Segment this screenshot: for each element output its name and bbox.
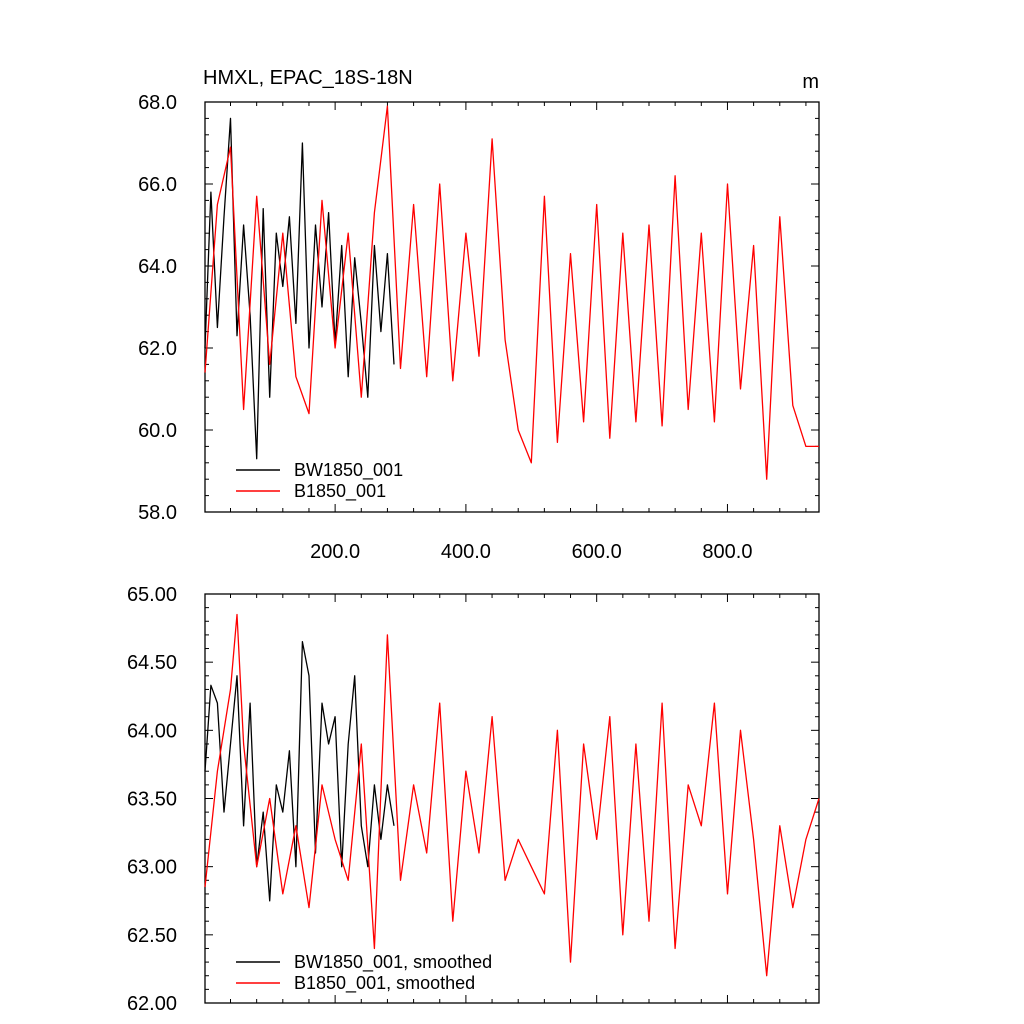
bottom-y-tick-labels: 62.00 62.50 63.00 63.50 64.00 64.50 65.00 (127, 584, 177, 1015)
bottom-legend: BW1850_001, smoothed B1850_001, smoothed (236, 952, 492, 994)
top-y-tick-labels: 58.0 60.0 62.0 64.0 66.0 68.0 (138, 92, 177, 524)
legend-label-bw1850: BW1850_001 (294, 460, 403, 481)
bottom-series-line-b1850 (204, 613, 820, 977)
top-y-tick-label: 60.0 (138, 420, 177, 442)
bottom-series-line-bw1850 (204, 641, 395, 902)
top-y-tick-label: 68.0 (138, 92, 177, 114)
top-series-lines (204, 105, 819, 480)
top-x-tick-label: 800.0 (702, 541, 752, 563)
bottom-panel: 62.00 62.50 63.00 63.50 64.00 64.50 65.00 BW18… (127, 584, 820, 1015)
top-y-tick-label: 62.0 (138, 338, 177, 360)
top-x-tick-label: 600.0 (572, 541, 622, 563)
top-series-line-b1850 (204, 105, 819, 480)
bottom-y-tick-label: 62.00 (127, 993, 177, 1015)
top-x-tick-label: 200.0 (310, 541, 360, 563)
legend-label-b1850: B1850_001 (294, 481, 386, 502)
bottom-y-tick-label: 63.50 (127, 789, 177, 811)
bottom-series-lines (204, 613, 820, 977)
top-legend: BW1850_001 B1850_001 (236, 460, 403, 502)
legend-label-bw1850-smoothed: BW1850_001, smoothed (294, 952, 492, 973)
bottom-plot-frame (204, 593, 820, 1004)
top-x-tick-label: 400.0 (441, 541, 491, 563)
top-y-tick-label: 58.0 (138, 502, 177, 524)
top-y-tick-label: 64.0 (138, 256, 177, 278)
units-label: m (802, 71, 819, 93)
bottom-y-tick-label: 64.50 (127, 652, 177, 674)
bottom-y-tick-label: 65.00 (127, 584, 177, 606)
top-plot-frame (204, 101, 820, 513)
legend-label-b1850-smoothed: B1850_001, smoothed (294, 973, 475, 994)
top-y-tick-label: 66.0 (138, 174, 177, 196)
bottom-axis-ticks (205, 593, 819, 1004)
bottom-y-tick-label: 63.00 (127, 857, 177, 879)
bottom-y-tick-label: 62.50 (127, 925, 177, 947)
top-panel: HMXL, EPAC_18S-18N m 58.0 60.0 62.0 64.0 66.… (138, 67, 820, 563)
chart-title: HMXL, EPAC_18S-18N (203, 67, 413, 89)
top-series-line-bw1850 (204, 117, 395, 460)
top-x-tick-labels: 200.0 400.0 600.0 800.0 (310, 541, 752, 563)
bottom-y-tick-label: 64.00 (127, 720, 177, 742)
